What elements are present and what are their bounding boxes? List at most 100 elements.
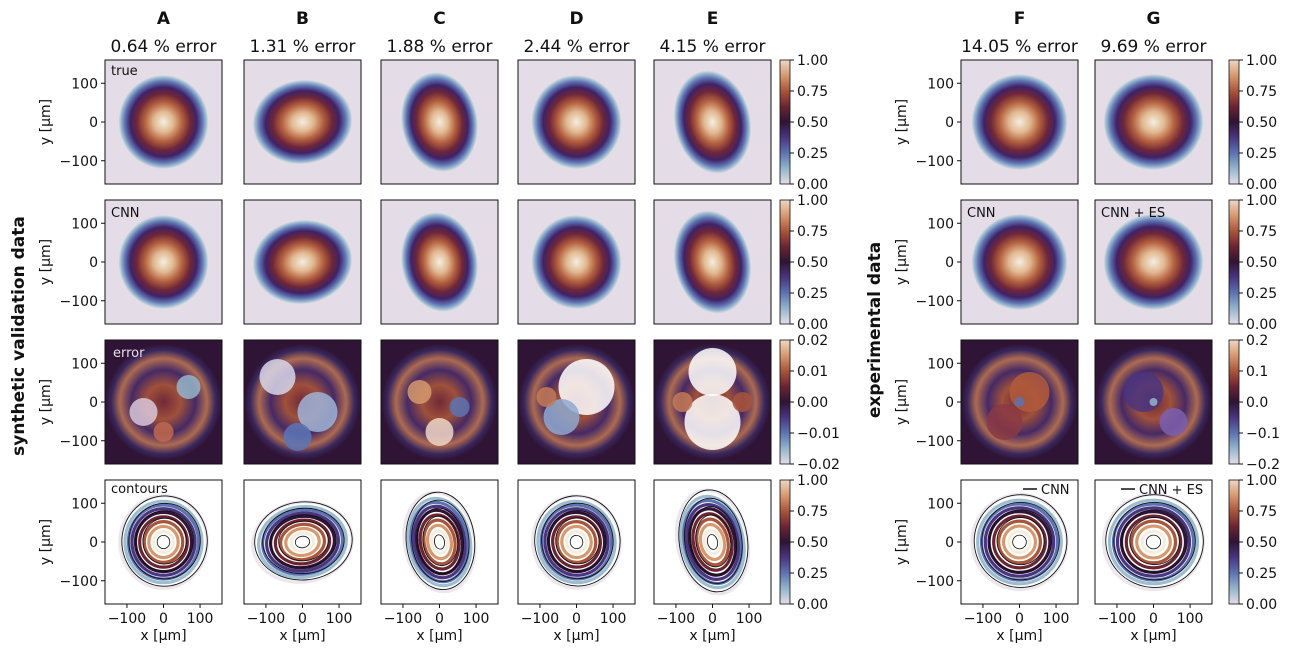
colorbar-tick-label: 0.75 [1246,84,1277,100]
contour-line [152,530,175,554]
colorbar-true-exp: 1.00 0.75 0.50 0.25 0.00 [1228,53,1277,193]
y-tick-label: 0 [89,255,98,271]
y-tick-label: 100 [927,76,954,92]
contour-line [265,511,340,573]
panel-frame [517,339,636,465]
colorbar-cnn-exp: 1.00 0.75 0.50 0.25 0.00 [1228,193,1277,333]
contour-panel [1095,480,1212,604]
error-feature [1159,408,1188,436]
contour-line-black [981,501,1060,581]
x-axis-label: x [μm] [140,628,186,644]
y-tick-label: 0 [945,255,954,271]
x-tick-label: 0 [435,611,444,627]
y-axis-label: y [μm] [38,379,54,425]
panel-frame [1094,59,1213,185]
contour-line-black [1129,517,1180,566]
colorbar-tick-label: −0.01 [797,426,840,442]
contour-line-black [548,510,607,572]
colorbar-tick-label: 0.50 [1246,255,1277,271]
panel-frame [380,199,499,325]
contour-line-black [422,515,459,567]
panel-frame [653,339,772,465]
y-tick-label: −100 [916,154,954,170]
contour-line-black [988,509,1053,573]
column-error-label: 1.31 % error [250,37,356,57]
x-tick-label: −100 [247,611,285,627]
colorbar-contours-exp: 1.00 0.75 0.50 0.25 0.00 [1228,473,1277,613]
colorbar-gradient [779,199,791,325]
true-panel [381,60,498,184]
column-error-label: 1.88 % error [387,37,493,57]
y-axis-label: y [μm] [894,519,910,565]
x-tick-label: 100 [187,611,214,627]
error-panel [961,340,1078,464]
panel-label-cnn-f: CNN [967,206,996,221]
colorbar-tick-label: 0.50 [797,255,828,271]
error-panel [244,340,361,464]
intensity-blob [1103,74,1204,170]
contour-line-black [270,514,337,568]
intensity-blob [118,75,209,169]
contour-center [433,534,446,550]
error-feature [558,359,615,415]
column-error-label: 0.64 % error [111,37,217,57]
contour-line-black [254,501,353,581]
y-axis-label: y [μm] [38,99,54,145]
contour-line [273,518,332,566]
contour-line [555,520,598,564]
panel-frame [1094,199,1213,325]
colorbar-tick-label: 0.00 [1246,177,1277,193]
x-tick-label: 0 [1149,611,1158,627]
true-panel [105,60,222,184]
contour-line [130,507,197,577]
error-feature [688,348,737,396]
true-panel [654,60,771,184]
x-axis-label: x [μm] [996,628,1042,644]
error-map [381,344,498,460]
colorbar-tick-label: 0.25 [797,146,828,162]
colorbar-tick-label: 0.1 [1246,364,1268,380]
contour-line [685,503,740,581]
y-tick-label: −100 [916,574,954,590]
contour-line [278,522,327,562]
x-tick-label: 100 [600,611,627,627]
intensity-blob [1103,214,1204,310]
column-error-label: 9.69 % error [1101,37,1207,57]
intensity-blob [531,215,622,309]
x-tick-label: 0 [1015,611,1024,627]
colorbar-tick-label: 0.02 [797,333,828,349]
error-panel [654,340,771,464]
contour-panel [105,480,222,604]
x-axis-label: x [μm] [553,628,599,644]
intensity-blob [971,214,1068,310]
contour-line [1001,524,1038,560]
panel-frame [380,59,499,185]
y-tick-label: 0 [89,115,98,131]
error-feature [153,422,174,442]
error-panel [381,340,498,464]
colorbar-gradient [1228,199,1240,325]
error-feature [176,375,201,399]
contour-line-black [689,506,738,576]
colorbar-error-exp: 0.2 0.1 0.0 −0.1 −0.2 [1228,333,1280,473]
colorbar-tick-label: 0.50 [1246,115,1277,131]
y-tick-label: 100 [927,496,954,512]
error-feature [425,418,454,446]
contour-line-black [1113,501,1196,581]
colorbar-tick-label: 0.25 [1246,286,1277,302]
panel-frame [517,59,636,185]
error-feature [259,359,296,395]
intensity-blob [118,215,209,309]
error-feature [1123,372,1164,412]
colorbar-tick-label: −0.1 [1246,426,1280,442]
contour-line-black [1121,509,1188,573]
y-tick-label: 0 [945,535,954,551]
panel-frame [243,199,362,325]
y-axis-label: y [μm] [894,99,910,145]
contour-line [551,515,602,569]
contour-line-black [262,507,345,575]
contour-line [1140,529,1167,555]
column-letter: E [707,9,719,29]
error-feature [732,392,753,412]
